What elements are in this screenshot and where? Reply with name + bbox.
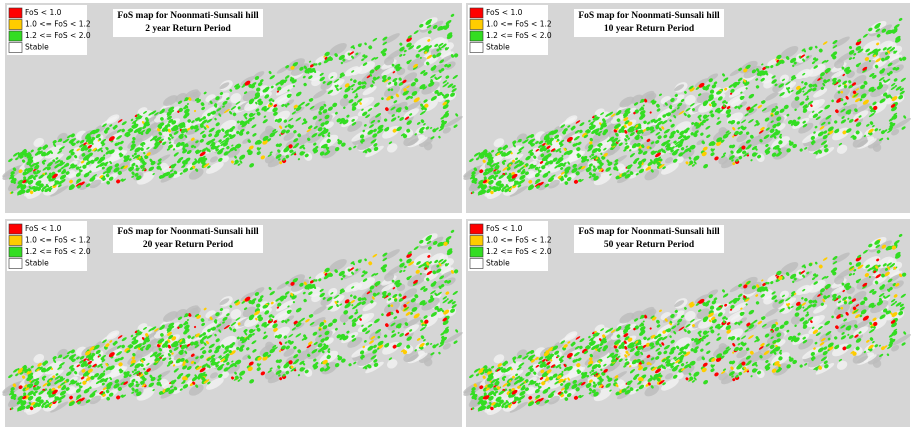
- legend-swatch: [9, 31, 22, 41]
- legend: FoS < 1.0 1.0 <= FoS < 1.2 1.2 <= FoS < 2.…: [468, 5, 552, 55]
- map-panel: FoS < 1.0 1.0 <= FoS < 1.2 1.2 <= FoS < 2.…: [1, 219, 464, 427]
- panel-subtitle: 2 year Return Period: [145, 24, 231, 34]
- legend-swatch: [9, 247, 22, 257]
- legend-label: 1.0 <= FoS < 1.2: [25, 236, 91, 245]
- panel-title: FoS map for Noonmati-Sunsali hill: [117, 11, 259, 21]
- legend-label: 1.2 <= FoS < 2.0: [25, 31, 91, 40]
- panel-title: FoS map for Noonmati-Sunsali hill: [578, 11, 720, 21]
- legend: FoS < 1.0 1.0 <= FoS < 1.2 1.2 <= FoS < 2.…: [7, 221, 91, 271]
- legend-swatch: [9, 8, 22, 18]
- legend-label: FoS < 1.0: [25, 8, 62, 17]
- page: FoS < 1.0 1.0 <= FoS < 1.2 1.2 <= FoS < 2.…: [0, 0, 912, 430]
- panel-subtitle: 10 year Return Period: [604, 24, 695, 34]
- legend-swatch: [470, 43, 483, 53]
- legend-swatch: [9, 20, 22, 30]
- legend-label: 1.0 <= FoS < 1.2: [486, 20, 552, 29]
- legend-label: FoS < 1.0: [25, 224, 62, 233]
- legend-swatch: [9, 43, 22, 53]
- legend-label: 1.2 <= FoS < 2.0: [486, 31, 552, 40]
- legend-label: 1.2 <= FoS < 2.0: [25, 247, 91, 256]
- legend-swatch: [470, 20, 483, 30]
- panel-subtitle: 20 year Return Period: [143, 240, 234, 250]
- legend-swatch: [9, 259, 22, 269]
- legend-swatch: [9, 224, 22, 234]
- legend-label: Stable: [25, 259, 49, 268]
- legend-label: 1.0 <= FoS < 1.2: [25, 20, 91, 29]
- legend-label: Stable: [486, 43, 510, 52]
- map-panel: FoS < 1.0 1.0 <= FoS < 1.2 1.2 <= FoS < 2.…: [1, 3, 464, 213]
- map-panel: FoS < 1.0 1.0 <= FoS < 1.2 1.2 <= FoS < 2.…: [462, 3, 912, 213]
- map-panel: FoS < 1.01.0 <= FoS < 1.21.2 <= FoS < 2.…: [462, 219, 912, 427]
- panel-title: FoS map for Noonmati-Sunsali hill: [117, 227, 259, 237]
- legend-swatch: [470, 8, 483, 18]
- legend-swatch: [9, 236, 22, 246]
- legend-swatch: [470, 31, 483, 41]
- legend: FoS < 1.0 1.0 <= FoS < 1.2 1.2 <= FoS < 2.…: [7, 5, 91, 55]
- legend-label: Stable: [25, 43, 49, 52]
- map-figure: FoS < 1.0 1.0 <= FoS < 1.2 1.2 <= FoS < 2.…: [0, 0, 912, 430]
- legend-label: FoS < 1.0: [486, 8, 523, 17]
